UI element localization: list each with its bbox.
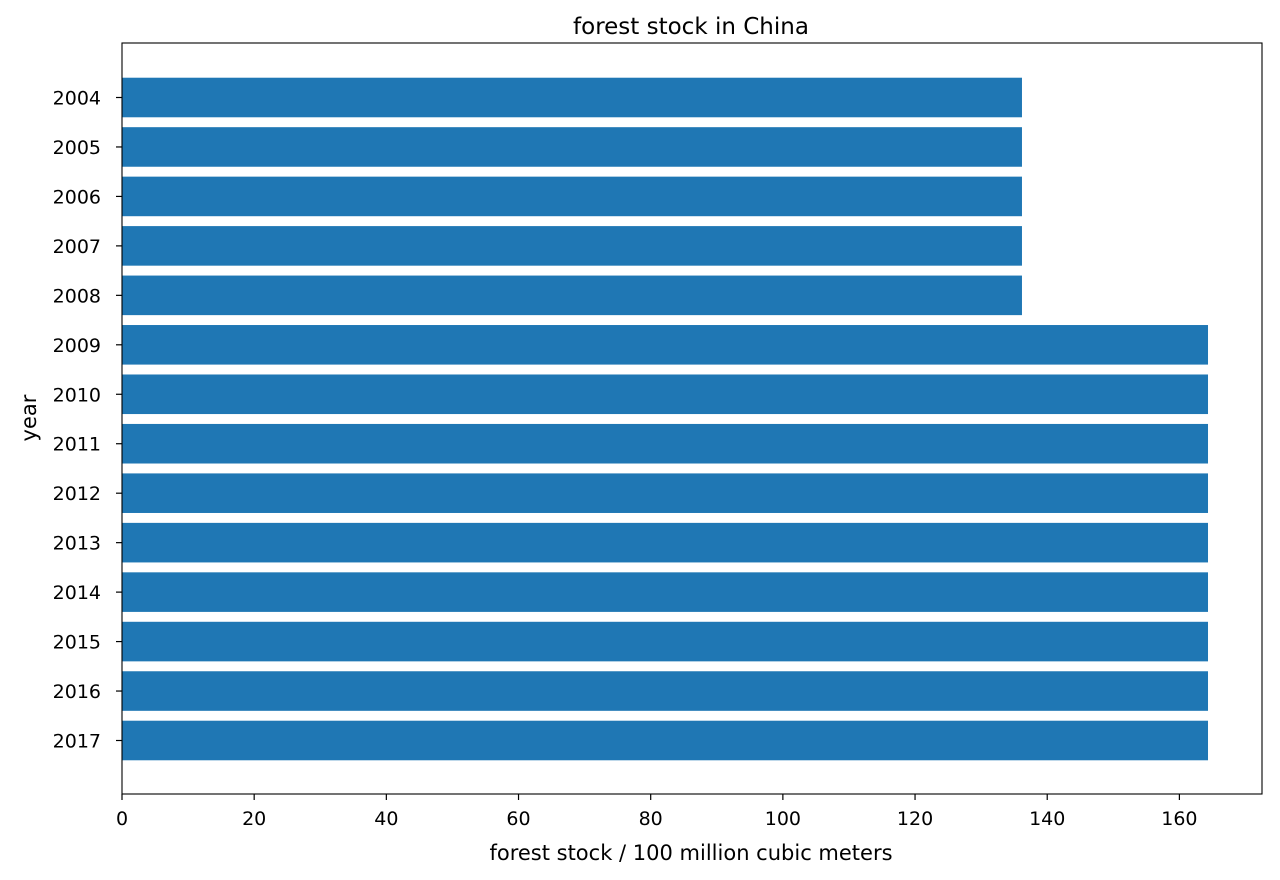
bar-2010 xyxy=(122,374,1209,415)
bar-2007 xyxy=(122,226,1022,266)
y-tick-label: 2013 xyxy=(53,533,101,555)
y-tick-label: 2014 xyxy=(53,582,101,604)
x-tick-label: 20 xyxy=(242,808,266,830)
y-tick-label: 2005 xyxy=(53,137,101,159)
y-tick-label: 2007 xyxy=(53,236,101,258)
y-tick-label: 2011 xyxy=(53,434,101,456)
plot-frame xyxy=(121,42,1263,795)
y-tick-label: 2006 xyxy=(53,186,101,208)
x-tick-label: 40 xyxy=(374,808,398,830)
x-tick-label: 120 xyxy=(897,808,933,830)
y-tick-label: 2009 xyxy=(53,335,101,357)
bar-2011 xyxy=(122,423,1209,464)
x-tick-label: 60 xyxy=(506,808,530,830)
x-axis-label: forest stock / 100 million cubic meters xyxy=(489,841,892,865)
bar-2008 xyxy=(122,275,1022,316)
bar-2017 xyxy=(122,720,1209,761)
chart-title: forest stock in China xyxy=(573,14,809,40)
y-tick-label: 2017 xyxy=(53,731,101,753)
bar-2015 xyxy=(122,621,1209,662)
bar-2004 xyxy=(122,77,1022,118)
bar-group xyxy=(122,77,1209,761)
y-tick-label: 2016 xyxy=(53,681,101,703)
bar-2006 xyxy=(122,176,1022,217)
y-tick-label: 2004 xyxy=(53,88,101,110)
y-tick-label: 2015 xyxy=(53,632,101,654)
y-axis-ticks: 2004 2005 2006 2007 2008 2009 2010 2011 2012 2013… xyxy=(53,88,122,753)
bar-2012 xyxy=(122,473,1209,513)
x-tick-label: 100 xyxy=(765,808,801,830)
y-tick-label: 2008 xyxy=(53,285,101,307)
x-tick-label: 160 xyxy=(1161,808,1197,830)
y-tick-label: 2010 xyxy=(53,384,101,406)
x-tick-label: 140 xyxy=(1029,808,1065,830)
bar-2013 xyxy=(122,522,1209,563)
y-axis-label: year xyxy=(17,394,41,441)
x-tick-label: 80 xyxy=(639,808,663,830)
bar-2014 xyxy=(122,572,1209,612)
bar-2009 xyxy=(122,325,1209,365)
bar-2016 xyxy=(122,671,1209,711)
bar-2005 xyxy=(122,127,1022,167)
y-tick-label: 2012 xyxy=(53,483,101,505)
x-tick-label: 0 xyxy=(116,808,128,830)
x-axis-ticks: 0 20 40 60 80 100 120 140 160 xyxy=(116,794,1198,830)
